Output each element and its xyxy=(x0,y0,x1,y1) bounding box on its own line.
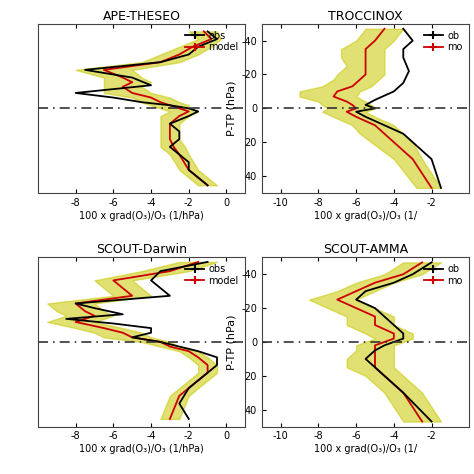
Legend: ob, mo: ob, mo xyxy=(422,28,465,54)
Y-axis label: P-TP (hPa): P-TP (hPa) xyxy=(227,81,237,136)
X-axis label: 100 x grad(O₃)/O₃ (1/hPa): 100 x grad(O₃)/O₃ (1/hPa) xyxy=(79,444,204,454)
Title: SCOUT-Darwin: SCOUT-Darwin xyxy=(96,243,187,256)
Title: SCOUT-AMMA: SCOUT-AMMA xyxy=(323,243,408,256)
Y-axis label: P-TP (hPa): P-TP (hPa) xyxy=(227,314,237,370)
Legend: obs, model: obs, model xyxy=(183,28,240,54)
Legend: ob, mo: ob, mo xyxy=(422,262,465,288)
Legend: obs, model: obs, model xyxy=(183,262,240,288)
Title: APE-THESEO: APE-THESEO xyxy=(102,9,181,23)
X-axis label: 100 x grad(O₃)/O₃ (1/: 100 x grad(O₃)/O₃ (1/ xyxy=(314,210,417,220)
Title: TROCCINOX: TROCCINOX xyxy=(328,9,403,23)
X-axis label: 100 x grad(O₃)/O₃ (1/hPa): 100 x grad(O₃)/O₃ (1/hPa) xyxy=(79,210,204,220)
X-axis label: 100 x grad(O₃)/O₃ (1/: 100 x grad(O₃)/O₃ (1/ xyxy=(314,444,417,454)
